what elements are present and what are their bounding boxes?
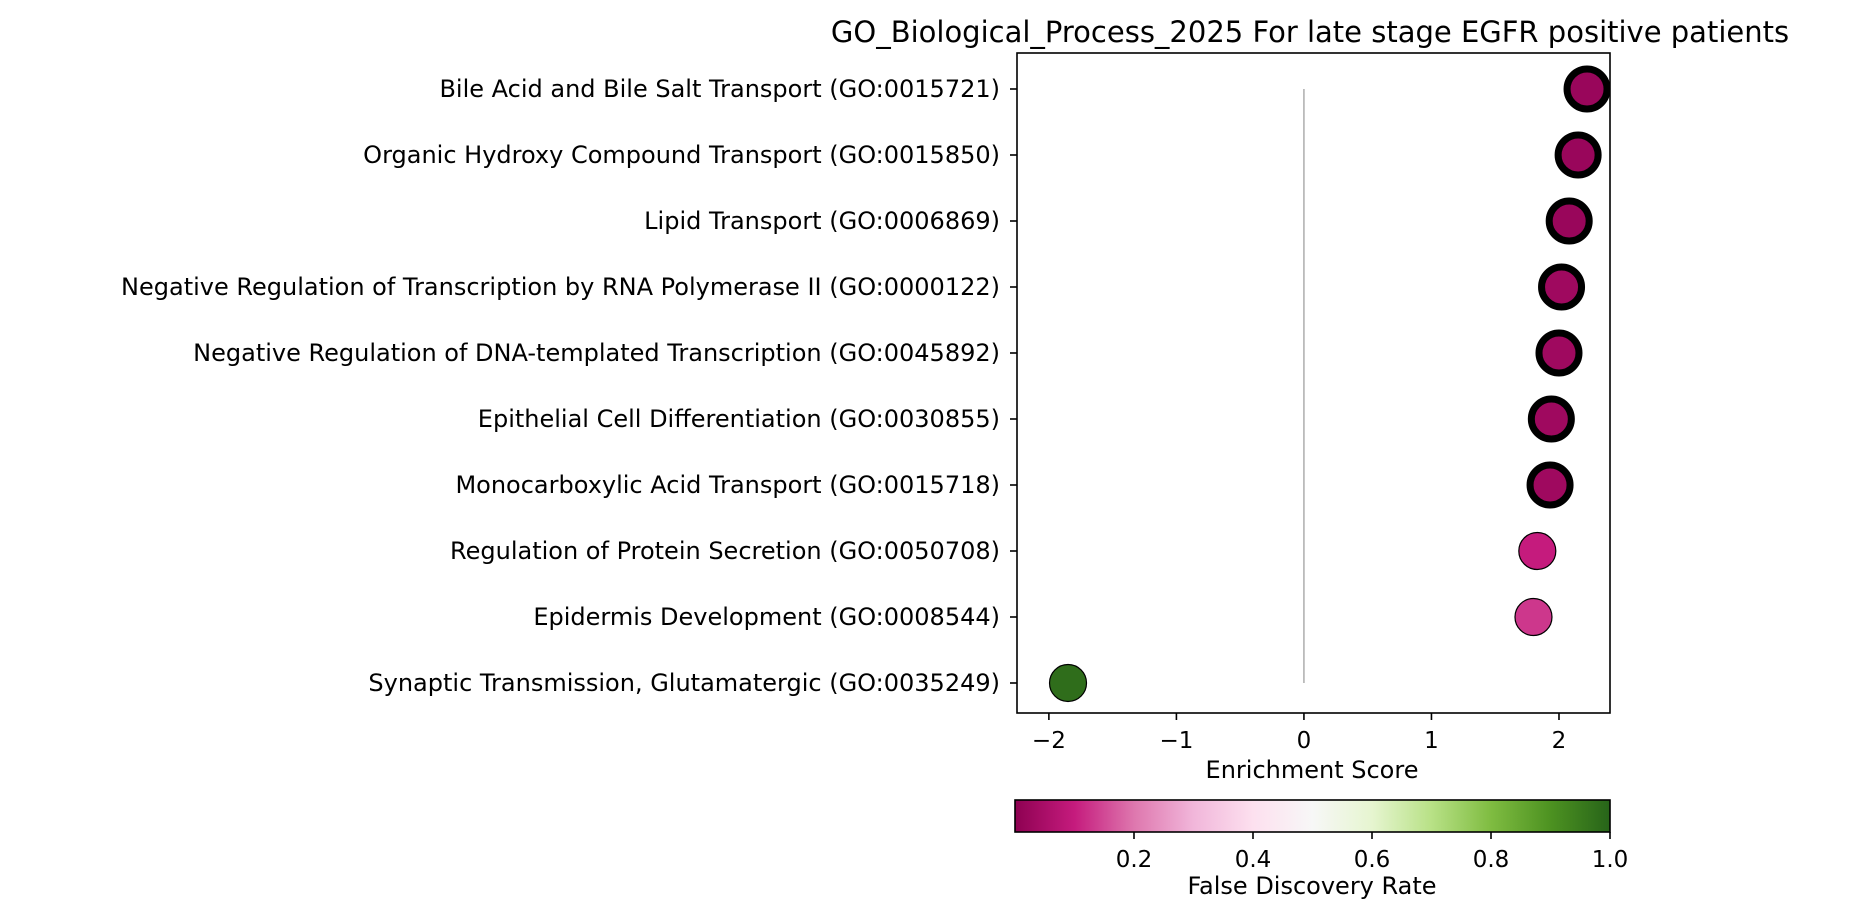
data-point-significant (1535, 329, 1583, 377)
data-point-significant (1527, 395, 1575, 443)
y-tick-label: Synaptic Transmission, Glutamatergic (GO… (368, 669, 1000, 697)
colorbar-label: False Discovery Rate (1187, 872, 1436, 900)
x-tick-label: 2 (1552, 728, 1567, 754)
y-tick-label: Bile Acid and Bile Salt Transport (GO:00… (439, 75, 1000, 103)
x-tick-label: 1 (1424, 728, 1439, 754)
data-point (1514, 597, 1553, 637)
y-tick-labels: Bile Acid and Bile Salt Transport (GO:00… (121, 75, 1017, 697)
plot-frame (1016, 52, 1611, 714)
x-tick-label: −1 (1159, 728, 1193, 754)
colorbar (1014, 799, 1611, 833)
colorbar-tick-label: 1.0 (1592, 847, 1629, 873)
data-point-significant (1554, 131, 1602, 179)
y-tick-label: Regulation of Protein Secretion (GO:0050… (450, 537, 1000, 565)
chart-title: GO_Biological_Process_2025 For late stag… (831, 15, 1789, 49)
data-points (1048, 65, 1611, 703)
x-axis-label: Enrichment Score (1206, 756, 1419, 784)
x-ticks: −2 −1 0 1 2 (1032, 713, 1566, 754)
data-point-significant (1526, 461, 1574, 509)
colorbar-tick-label: 0.4 (1235, 847, 1272, 873)
data-point (1048, 663, 1088, 703)
colorbar-ticks: 0.2 0.4 0.6 0.8 1.0 (1116, 832, 1629, 873)
colorbar-tick-label: 0.8 (1473, 847, 1510, 873)
colorbar-tick-label: 0.6 (1354, 847, 1391, 873)
y-tick-label: Monocarboxylic Acid Transport (GO:001571… (455, 471, 1000, 499)
data-point-significant (1563, 65, 1611, 113)
y-tick-label: Negative Regulation of Transcription by … (121, 273, 1000, 301)
y-tick-label: Organic Hydroxy Compound Transport (GO:0… (363, 141, 1000, 169)
y-tick-label: Negative Regulation of DNA-templated Tra… (193, 339, 1000, 367)
x-tick-label: −2 (1032, 728, 1066, 754)
y-tick-label: Epithelial Cell Differentiation (GO:0030… (478, 405, 1000, 433)
data-point (1518, 531, 1557, 571)
data-point-significant (1545, 197, 1593, 245)
x-tick-label: 0 (1297, 728, 1312, 754)
y-tick-label: Lipid Transport (GO:0006869) (644, 207, 1000, 235)
colorbar-tick-label: 0.2 (1116, 847, 1153, 873)
data-point-significant (1538, 263, 1586, 311)
y-tick-label: Epidermis Development (GO:0008544) (533, 603, 1000, 631)
